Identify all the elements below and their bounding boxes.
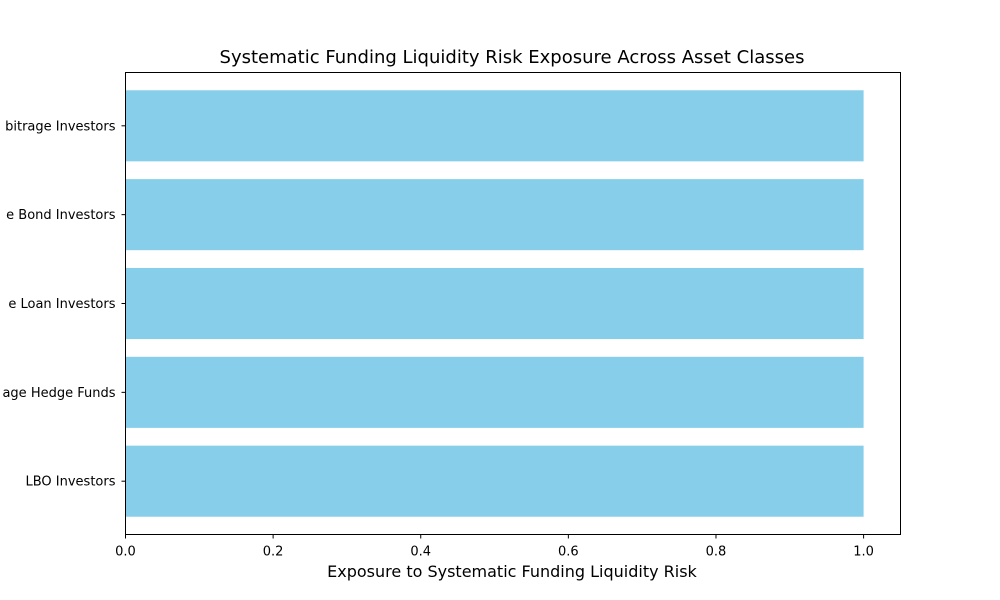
x-axis-label: Exposure to Systematic Funding Liquidity… <box>327 562 697 581</box>
y-tick-label-0: LBO Investors <box>25 475 115 490</box>
y-tick-label-3: e Bond Investors <box>6 208 116 223</box>
bar-4 <box>125 90 864 162</box>
bar-1 <box>125 356 864 428</box>
plot-frame <box>125 72 901 535</box>
y-tick-label-2: e Loan Investors <box>8 297 115 312</box>
x-tick-label-4: 0.8 <box>706 545 727 560</box>
bars-layer <box>125 90 864 517</box>
y-axis-ticks: LBO Investors age Hedge Funds e Loan Inves… <box>2 119 126 490</box>
x-axis-ticks: 0.0 0.2 0.4 0.6 0.8 1.0 <box>115 534 874 560</box>
x-tick-label-3: 0.6 <box>558 545 579 560</box>
y-tick-label-4: bitrage Investors <box>5 119 116 134</box>
y-tick-label-1: age Hedge Funds <box>2 386 115 401</box>
x-tick-label-5: 1.0 <box>853 545 874 560</box>
bar-2 <box>125 267 864 340</box>
x-tick-label-1: 0.2 <box>263 545 284 560</box>
x-tick-label-0: 0.0 <box>115 545 136 560</box>
bar-0 <box>125 445 864 517</box>
bar-3 <box>125 179 864 251</box>
chart-title: Systematic Funding Liquidity Risk Exposu… <box>220 47 805 68</box>
x-tick-label-2: 0.4 <box>410 545 431 560</box>
